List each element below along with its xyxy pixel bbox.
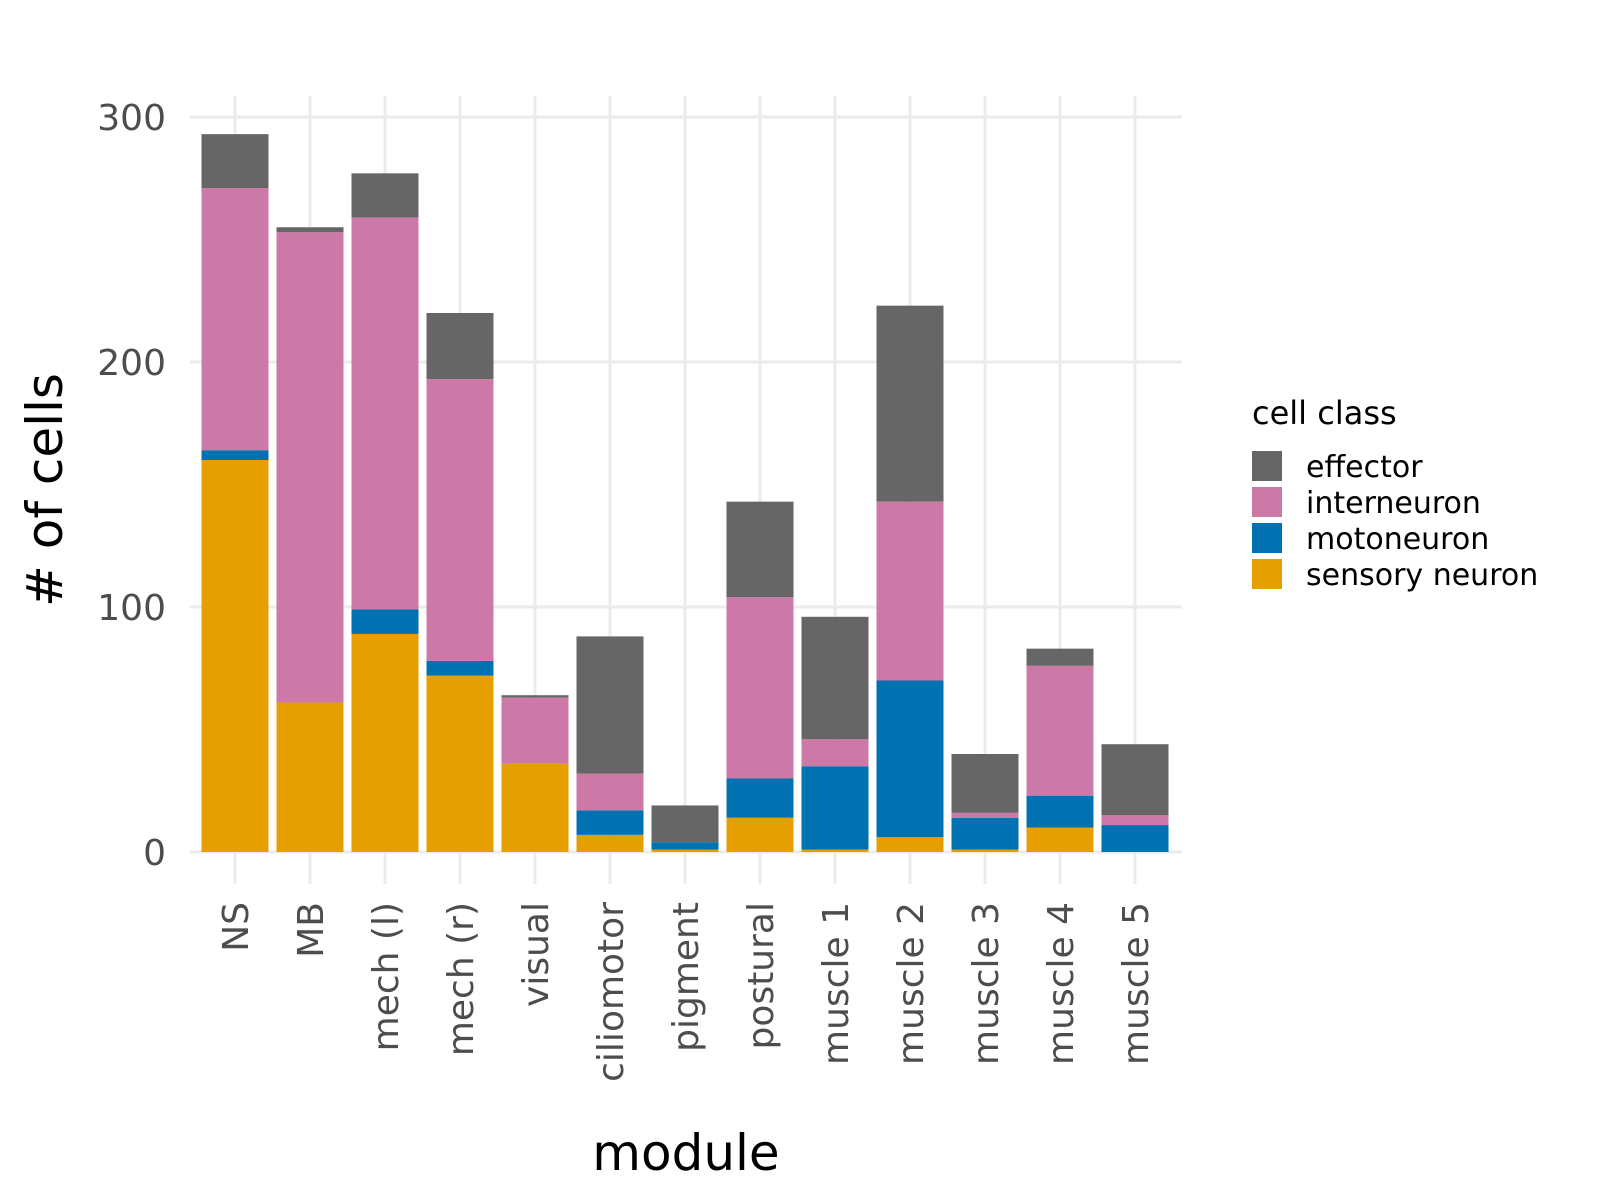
y-axis-ticks: 0 100 200 300 xyxy=(97,98,166,874)
bar-segment xyxy=(726,817,794,852)
bar-segment xyxy=(201,134,269,189)
x-tick-label: muscle 3 xyxy=(966,902,1007,1065)
bar-segment xyxy=(801,849,869,852)
bar-segment xyxy=(276,232,344,703)
bar-segment xyxy=(426,379,494,661)
bar-segment xyxy=(1101,744,1169,816)
legend-label: sensory neuron xyxy=(1306,558,1538,593)
bar-segment xyxy=(876,680,944,838)
bar-segment xyxy=(201,460,269,852)
bar-segment xyxy=(576,773,644,811)
y-tick-label: 0 xyxy=(143,833,166,874)
bar-segment xyxy=(1026,795,1094,828)
bar-segment xyxy=(801,739,869,767)
x-axis-title: module xyxy=(592,1124,779,1182)
legend-label: interneuron xyxy=(1306,486,1481,521)
x-tick-label: muscle 4 xyxy=(1041,902,1082,1065)
x-tick-label: pigment xyxy=(666,902,707,1052)
x-tick-label: postural xyxy=(741,902,782,1049)
bar-segment xyxy=(501,695,569,698)
bar-segment xyxy=(801,616,869,740)
y-axis-title: # of cells xyxy=(16,373,74,607)
legend-label: motoneuron xyxy=(1306,522,1489,557)
legend: cell class effectorinterneuronmotoneuron… xyxy=(1252,394,1538,593)
x-tick-label: muscle 2 xyxy=(891,902,932,1065)
bar-segment xyxy=(276,227,344,233)
bar-segment xyxy=(351,609,419,634)
bar-segment xyxy=(501,763,569,852)
bar-segment xyxy=(351,633,419,852)
bar-segment xyxy=(351,217,419,610)
x-tick-label: ciliomotor xyxy=(591,902,632,1082)
legend-swatch xyxy=(1252,487,1282,517)
legend-swatch xyxy=(1252,451,1282,481)
bar-segment xyxy=(876,501,944,681)
bar-segment xyxy=(426,313,494,380)
bar-segment xyxy=(576,810,644,835)
bar-segment xyxy=(426,675,494,852)
bar-segment xyxy=(726,778,794,818)
bar-segment xyxy=(501,697,569,764)
bar-segment xyxy=(426,660,494,676)
x-tick-label: muscle 1 xyxy=(816,902,857,1065)
x-tick-label: MB xyxy=(291,902,332,958)
bars xyxy=(201,134,1169,852)
bar-segment xyxy=(951,849,1019,852)
bar-segment xyxy=(726,597,794,779)
bar-segment xyxy=(1026,827,1094,852)
legend-label: effector xyxy=(1306,450,1423,485)
bar-segment xyxy=(801,766,869,850)
x-tick-label: NS xyxy=(216,902,257,952)
x-tick-label: mech (r) xyxy=(441,902,482,1056)
bar-segment xyxy=(1026,665,1094,796)
x-tick-label: visual xyxy=(516,902,557,1007)
bar-segment xyxy=(651,842,719,850)
bar-segment xyxy=(876,305,944,502)
bar-segment xyxy=(201,450,269,460)
bar-segment xyxy=(951,754,1019,813)
bar-segment xyxy=(951,812,1019,818)
bar-segment xyxy=(651,849,719,852)
bar-segment xyxy=(351,173,419,218)
bar-segment xyxy=(576,636,644,774)
bar-segment xyxy=(726,501,794,598)
bar-segment xyxy=(1101,815,1169,826)
legend-title: cell class xyxy=(1252,394,1397,432)
bar-segment xyxy=(876,837,944,852)
y-tick-label: 200 xyxy=(97,343,166,384)
y-tick-label: 100 xyxy=(97,588,166,629)
legend-swatch xyxy=(1252,523,1282,553)
y-tick-label: 300 xyxy=(97,98,166,139)
bar-segment xyxy=(1101,825,1169,852)
bar-segment xyxy=(1026,648,1094,666)
x-tick-label: muscle 5 xyxy=(1116,902,1157,1065)
legend-swatch xyxy=(1252,559,1282,589)
x-axis-ticks: NS MB mech (l) mech (r) visual ciliomotor pigm… xyxy=(216,902,1157,1082)
bar-segment xyxy=(276,702,344,852)
bar-segment xyxy=(951,817,1019,850)
bar-segment xyxy=(651,805,719,843)
x-tick-label: mech (l) xyxy=(366,902,407,1051)
bar-segment xyxy=(576,834,644,852)
bar-segment xyxy=(201,188,269,451)
